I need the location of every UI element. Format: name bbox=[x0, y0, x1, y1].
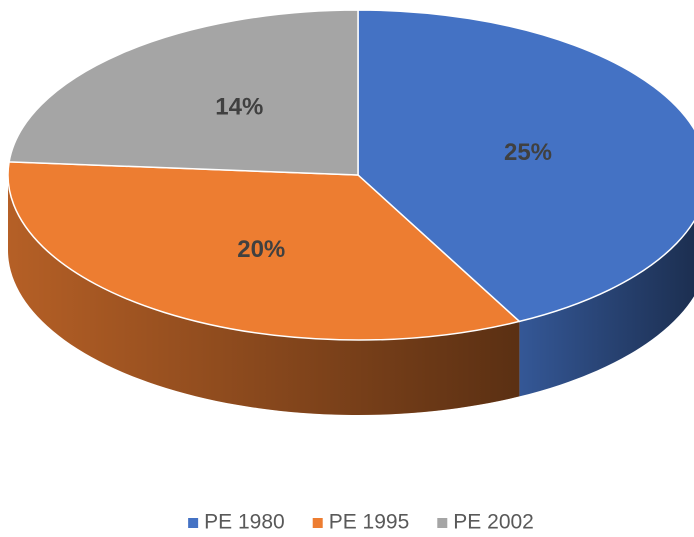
slice bbox=[357, 9, 694, 323]
legend-swatch bbox=[437, 518, 448, 528]
slice-side-shade bbox=[519, 221, 694, 397]
legend-swatch bbox=[312, 518, 323, 528]
legend: PE 1980 PE 1995 PE 2002 bbox=[188, 511, 534, 534]
slice bbox=[8, 9, 359, 176]
slice bbox=[7, 161, 521, 341]
legend-label: PE 1995 bbox=[329, 511, 410, 534]
slice-side-shade bbox=[8, 175, 520, 415]
legend-swatch bbox=[188, 518, 199, 528]
data-label: 20% bbox=[237, 236, 285, 263]
data-label: 14% bbox=[215, 94, 263, 121]
legend-label: PE 2002 bbox=[453, 511, 534, 534]
data-label: 25% bbox=[504, 139, 552, 166]
legend-label: PE 1980 bbox=[204, 511, 285, 534]
